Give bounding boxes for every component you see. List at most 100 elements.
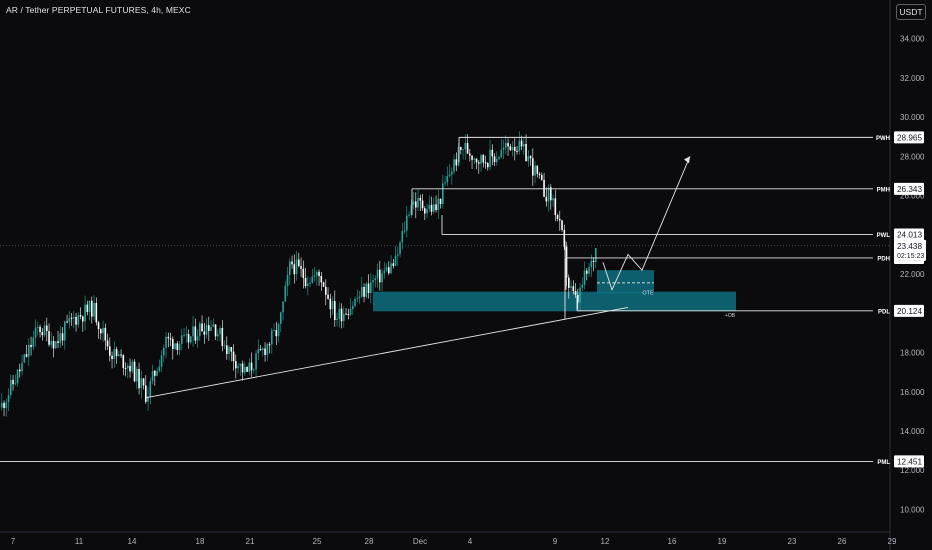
- candle-body: [163, 347, 165, 356]
- candle-body: [505, 143, 507, 148]
- level-price-value: 24.013: [897, 231, 922, 240]
- x-tick-label: 7: [11, 537, 16, 546]
- candle-body: [421, 200, 424, 209]
- level-price-tag: [894, 182, 924, 195]
- candle-body: [349, 308, 352, 315]
- candle-body: [579, 287, 581, 303]
- candle-body: [124, 367, 127, 369]
- candle-body: [230, 347, 233, 352]
- level-price-value: 28.965: [897, 133, 922, 142]
- candle-body: [320, 276, 323, 283]
- candle-body: [50, 341, 53, 345]
- candle-body: [19, 369, 21, 372]
- candle-body: [336, 318, 338, 320]
- candle-body: [473, 158, 476, 160]
- candle-body: [581, 284, 584, 288]
- candle-body: [451, 171, 453, 175]
- candle-body: [1, 402, 3, 408]
- candle-body: [77, 315, 80, 325]
- candle-body: [304, 277, 307, 287]
- currency-selector-button[interactable]: USDT: [896, 4, 926, 20]
- candle-body: [586, 270, 588, 274]
- candle-body: [12, 379, 14, 385]
- candle-body: [401, 230, 404, 243]
- candle-body: [199, 323, 201, 337]
- candle-body: [367, 283, 370, 294]
- candle-body: [385, 267, 388, 271]
- candle-body: [129, 365, 131, 372]
- candle-body: [415, 201, 417, 208]
- candle-body: [410, 204, 413, 215]
- candle-body: [235, 361, 237, 369]
- candle-body: [318, 271, 320, 277]
- level-price-tag: [894, 304, 924, 317]
- order-block-zone[interactable]: [373, 291, 736, 312]
- candle-body: [595, 248, 597, 263]
- candle-body: [23, 354, 26, 363]
- candle-body: [340, 308, 343, 322]
- candle-body: [145, 385, 147, 402]
- candle-body: [111, 355, 113, 359]
- candle-body: [556, 215, 559, 219]
- candle-body: [361, 286, 363, 297]
- candle-body: [529, 156, 532, 159]
- candle-body: [39, 326, 41, 333]
- candle-body: [309, 282, 311, 284]
- candle-body: [34, 327, 37, 338]
- candle-body: [201, 323, 203, 332]
- candle-body: [338, 308, 341, 319]
- projection-arrowhead: [684, 156, 690, 164]
- candle-body: [79, 315, 82, 317]
- y-tick-label: 28.000: [900, 152, 925, 161]
- candle-body: [313, 275, 316, 277]
- candle-body: [331, 301, 334, 310]
- candle-body: [192, 326, 194, 337]
- candle-body: [48, 331, 50, 345]
- candle-body: [547, 187, 550, 202]
- candle-body: [430, 204, 433, 212]
- x-tick-label: 25: [313, 537, 322, 546]
- candle-body: [280, 312, 282, 324]
- candle-body: [403, 230, 406, 232]
- candle-body: [133, 361, 136, 382]
- y-tick-label: 12.000: [900, 466, 925, 475]
- x-tick-label: Dec: [413, 537, 427, 546]
- support-trendline[interactable]: [145, 306, 629, 399]
- y-tick-label: 10.000: [900, 505, 925, 514]
- candle-body: [217, 334, 219, 337]
- candle-body: [104, 327, 107, 341]
- candle-body: [196, 336, 199, 341]
- candle-body: [565, 246, 568, 278]
- candle-body: [388, 267, 390, 274]
- candle-body: [14, 383, 17, 385]
- candle-body: [7, 395, 10, 403]
- candle-body: [329, 298, 332, 310]
- candle-body: [437, 198, 440, 211]
- candle-body: [88, 300, 91, 313]
- candle-body: [570, 286, 572, 288]
- candle-body: [46, 325, 48, 332]
- candle-body: [176, 343, 179, 350]
- candle-body: [363, 286, 365, 297]
- candle-body: [237, 365, 239, 369]
- candle-body: [183, 334, 185, 336]
- candle-body: [210, 326, 212, 331]
- candle-body: [435, 204, 437, 211]
- candle-body: [43, 325, 46, 336]
- projected-path[interactable]: [602, 156, 691, 291]
- candle-body: [356, 298, 359, 300]
- candle-body: [64, 321, 66, 341]
- candle-body: [487, 163, 489, 168]
- candle-body: [16, 369, 19, 384]
- candle-body: [577, 294, 579, 303]
- candle-body: [66, 321, 68, 323]
- candle-body: [426, 208, 428, 214]
- candle-body: [181, 335, 183, 344]
- candle-body: [172, 339, 174, 350]
- candle-body: [311, 276, 314, 283]
- candle-body: [525, 143, 527, 162]
- candle-body: [592, 260, 595, 263]
- candle-body: [232, 351, 235, 362]
- level-label-pml: PML: [877, 460, 890, 466]
